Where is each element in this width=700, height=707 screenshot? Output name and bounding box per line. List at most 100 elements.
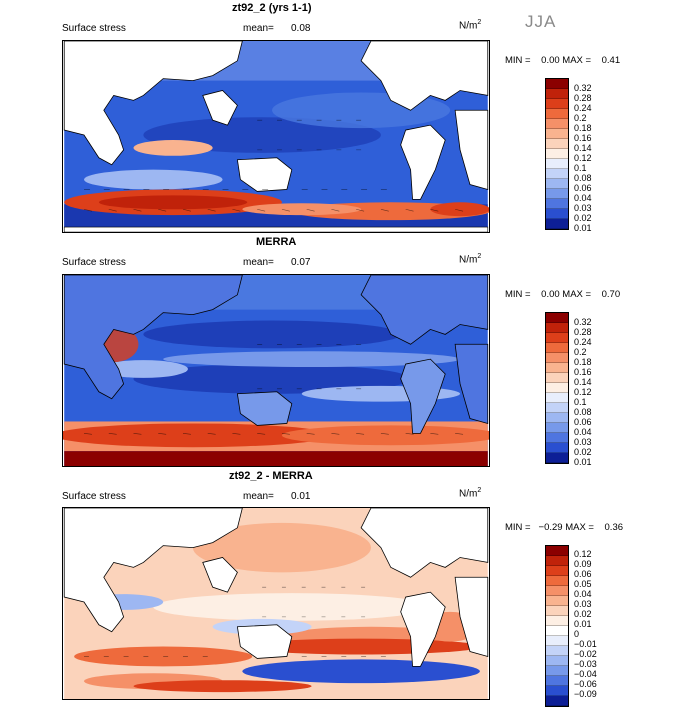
colorbar-label: 0.1 bbox=[574, 397, 587, 407]
units-label: N/m2 bbox=[459, 19, 482, 32]
colorbar-swatch bbox=[546, 636, 568, 646]
mean-value: 0.07 bbox=[291, 257, 311, 268]
colorbar-swatch bbox=[546, 209, 568, 219]
colorbar-swatch bbox=[546, 189, 568, 199]
colorbar-label: 0.08 bbox=[574, 407, 592, 417]
mean-label: mean= bbox=[243, 23, 274, 34]
colorbar-label: 0.24 bbox=[574, 337, 592, 347]
colorbar-label: 0.2 bbox=[574, 347, 587, 357]
colorbar-swatch bbox=[546, 219, 568, 229]
stress-map-difference bbox=[62, 507, 490, 700]
colorbar-label: 0.2 bbox=[574, 113, 587, 123]
colorbar-label: 0.24 bbox=[574, 103, 592, 113]
panel-title: zt92_2 - MERRA bbox=[229, 470, 313, 482]
colorbar-model bbox=[545, 78, 569, 230]
colorbar-label: 0.02 bbox=[574, 447, 592, 457]
colorbar-label: 0.01 bbox=[574, 457, 592, 467]
mean-label: mean= bbox=[243, 257, 274, 268]
stress-map-model bbox=[62, 40, 490, 233]
colorbar-swatch bbox=[546, 313, 568, 323]
colorbar-swatch bbox=[546, 433, 568, 443]
colorbar-swatch bbox=[546, 686, 568, 696]
wind-vector-layer bbox=[84, 586, 386, 657]
colorbar-swatch bbox=[546, 443, 568, 453]
colorbar-label: 0.1 bbox=[574, 163, 587, 173]
colorbar-label: 0.16 bbox=[574, 133, 592, 143]
colorbar-swatch bbox=[546, 576, 568, 586]
field-label: Surface stress bbox=[62, 257, 126, 268]
colorbar-label: 0.28 bbox=[574, 327, 592, 337]
min-max-label: MIN = 0.00 MAX = 0.41 bbox=[505, 55, 621, 66]
mean-label: mean= bbox=[243, 491, 274, 502]
colorbar-label: 0.01 bbox=[574, 619, 592, 629]
colorbar-label: 0.09 bbox=[574, 559, 592, 569]
colorbar-swatch bbox=[546, 353, 568, 363]
colorbar-swatch bbox=[546, 129, 568, 139]
colorbar-swatch bbox=[546, 99, 568, 109]
colorbar-swatch bbox=[546, 556, 568, 566]
colorbar-label: −0.06 bbox=[574, 679, 597, 689]
colorbar-label: −0.02 bbox=[574, 649, 597, 659]
colorbar-label: 0.06 bbox=[574, 183, 592, 193]
colorbar-label: 0.03 bbox=[574, 437, 592, 447]
colorbar-swatch bbox=[546, 343, 568, 353]
units-label: N/m2 bbox=[459, 253, 482, 266]
panel-title: zt92_2 (yrs 1-1) bbox=[232, 2, 312, 14]
colorbar-swatch bbox=[546, 169, 568, 179]
units-label: N/m2 bbox=[459, 487, 482, 500]
colorbar-swatch bbox=[546, 333, 568, 343]
colorbar-swatch bbox=[546, 139, 568, 149]
colorbar-swatch bbox=[546, 696, 568, 706]
colorbar-swatch bbox=[546, 179, 568, 189]
colorbar-label: 0.05 bbox=[574, 579, 592, 589]
colorbar-swatch bbox=[546, 89, 568, 99]
colorbar-swatch bbox=[546, 159, 568, 169]
colorbar-label: 0.01 bbox=[574, 223, 592, 233]
field-label: Surface stress bbox=[62, 491, 126, 502]
colorbar-swatch bbox=[546, 656, 568, 666]
wind-vector-layer bbox=[83, 119, 464, 212]
colorbar-swatch bbox=[546, 596, 568, 606]
colorbar-label: −0.04 bbox=[574, 669, 597, 679]
colorbar-swatch bbox=[546, 606, 568, 616]
colorbar-label: 0.03 bbox=[574, 203, 592, 213]
colorbar-label: 0.04 bbox=[574, 589, 592, 599]
colorbar-swatch bbox=[546, 646, 568, 656]
colorbar-swatch bbox=[546, 109, 568, 119]
colorbar-label: 0.08 bbox=[574, 173, 592, 183]
colorbar-swatch bbox=[546, 586, 568, 596]
colorbar-label: 0.03 bbox=[574, 599, 592, 609]
colorbar-label: 0.02 bbox=[574, 609, 592, 619]
colorbar-label: 0.04 bbox=[574, 427, 592, 437]
colorbar-label: 0.12 bbox=[574, 549, 592, 559]
colorbar-swatch bbox=[546, 373, 568, 383]
colorbar-swatch bbox=[546, 323, 568, 333]
colorbar-label: 0.14 bbox=[574, 143, 592, 153]
colorbar-swatch bbox=[546, 119, 568, 129]
colorbar-label: 0.32 bbox=[574, 317, 592, 327]
colorbar-label: 0.12 bbox=[574, 387, 592, 397]
min-max-label: MIN = −0.29 MAX = 0.36 bbox=[505, 522, 624, 533]
colorbar-swatch bbox=[546, 199, 568, 209]
colorbar-label: −0.03 bbox=[574, 659, 597, 669]
colorbar-label: 0.16 bbox=[574, 367, 592, 377]
colorbar-swatch bbox=[546, 546, 568, 556]
field-label: Surface stress bbox=[62, 23, 126, 34]
colorbar-label: 0.12 bbox=[574, 153, 592, 163]
colorbar-swatch bbox=[546, 616, 568, 626]
colorbar-swatch bbox=[546, 566, 568, 576]
colorbar-swatch bbox=[546, 403, 568, 413]
colorbar-label: 0.06 bbox=[574, 569, 592, 579]
mean-value: 0.01 bbox=[291, 491, 311, 502]
colorbar-swatch bbox=[546, 453, 568, 463]
colorbar-label: 0.18 bbox=[574, 357, 592, 367]
colorbar-label: 0.06 bbox=[574, 417, 592, 427]
colorbar-difference bbox=[545, 545, 569, 707]
colorbar-swatch bbox=[546, 676, 568, 686]
colorbar-swatch bbox=[546, 666, 568, 676]
colorbar-swatch bbox=[546, 363, 568, 373]
colorbar-swatch bbox=[546, 79, 568, 89]
colorbar-swatch bbox=[546, 413, 568, 423]
stress-map-merra bbox=[62, 274, 490, 467]
season-label: JJA bbox=[525, 12, 557, 31]
